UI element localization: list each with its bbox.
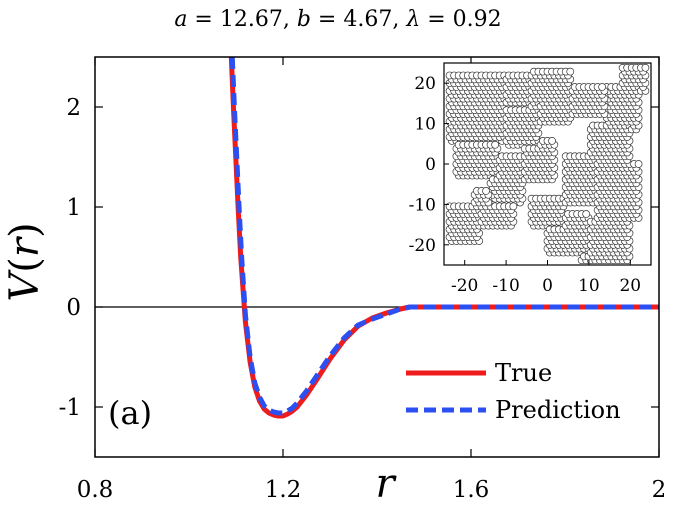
inset-x-tick-label: -20 (451, 276, 478, 296)
legend: True Prediction (406, 359, 621, 424)
x-tick-label: 1.6 (453, 477, 490, 503)
inset-particle (634, 160, 643, 168)
series-layer (228, 57, 659, 419)
inset-particle (491, 140, 500, 149)
inset-x-tick-label: 0 (542, 276, 553, 296)
x-axis-label: r (375, 461, 397, 507)
series-prediction-line (229, 57, 659, 416)
inset-y-tick-label: 0 (425, 155, 436, 175)
x-tick-label: 2 (652, 477, 667, 503)
inset-y-tick-label: -10 (409, 195, 436, 215)
legend-label-true: True (495, 359, 552, 387)
inset-particle (509, 202, 518, 211)
x-tick-label: 1.2 (265, 477, 302, 503)
inset-particle (482, 187, 490, 195)
inset-particle (566, 67, 575, 76)
inset-y-tick-label: -20 (409, 236, 436, 256)
inset-particle (582, 210, 591, 218)
x-ticks: 0.8 1.2 1.6 2 (77, 57, 667, 503)
panel-label: (a) (108, 394, 152, 432)
x-tick-label: 0.8 (77, 477, 114, 503)
inset-x-ticks: -20 -10 0 10 20 (451, 260, 641, 296)
inset-y-tick-label: 20 (414, 74, 436, 94)
inset-particle (598, 83, 607, 91)
y-tick-label: 2 (66, 95, 81, 121)
chart-title: a = 12.67, b = 4.67, λ = 0.92 (174, 7, 501, 32)
inset-plot: -20 -10 0 10 20 -20 -10 0 10 20 (409, 62, 652, 296)
inset-particle (548, 137, 556, 145)
legend-label-prediction: Prediction (495, 396, 621, 424)
inset-y-ticks: -20 -10 0 10 20 (409, 74, 449, 256)
inset-particles (445, 63, 650, 265)
inset-x-tick-label: -10 (492, 276, 519, 296)
y-tick-label: 1 (66, 195, 81, 221)
inset-particle (641, 63, 650, 72)
plot-frame (94, 56, 660, 458)
y-axis-label: V(r) (2, 222, 48, 301)
inset-x-tick-label: 10 (578, 276, 600, 296)
inset-x-tick-label: 20 (619, 276, 641, 296)
y-tick-label: 0 (66, 295, 81, 321)
y-tick-label: -1 (59, 395, 81, 421)
inset-y-tick-label: 10 (414, 115, 436, 135)
